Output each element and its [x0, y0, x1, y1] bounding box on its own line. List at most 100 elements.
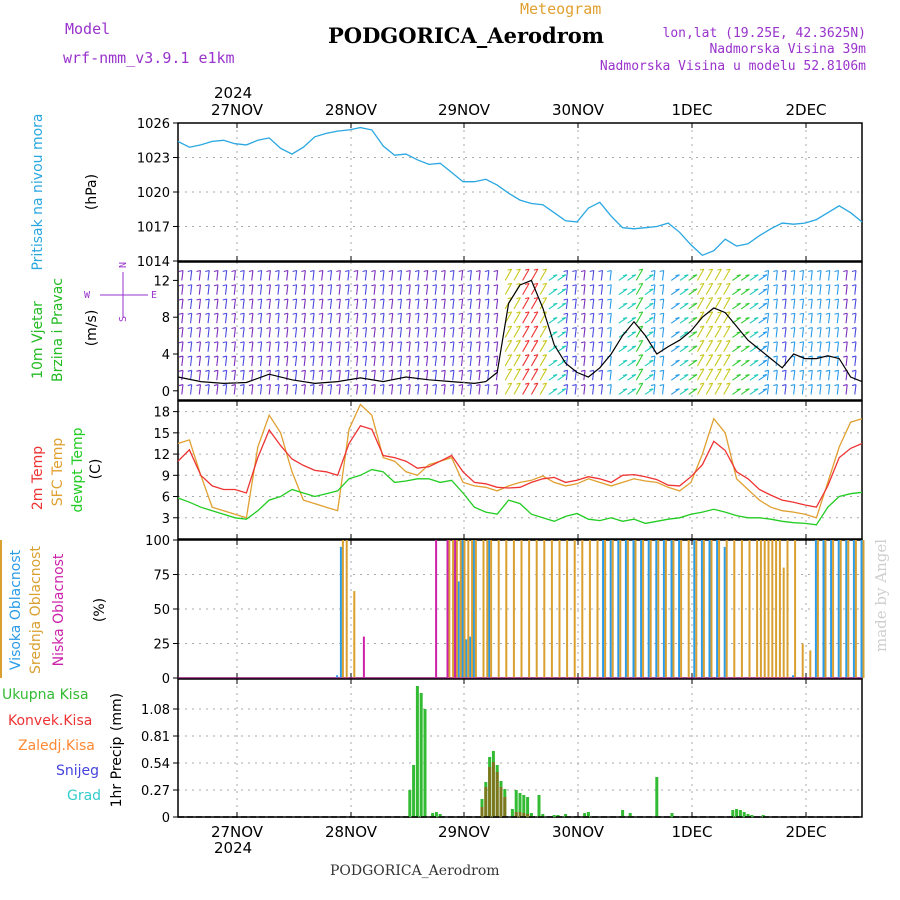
- wind-barb-tip: [552, 288, 558, 291]
- wind-barb-tip: [476, 384, 481, 387]
- wind-barb: [417, 298, 420, 309]
- wind-barb: [828, 384, 831, 395]
- cloud-bar: [839, 540, 842, 678]
- precip-bar: [412, 765, 416, 817]
- wind-barb: [836, 284, 840, 295]
- wind-barb: [854, 355, 857, 367]
- wind-barb-tip: [726, 339, 731, 342]
- wind-barb: [696, 297, 705, 310]
- wind-barb: [233, 270, 236, 281]
- wind-barb: [382, 355, 385, 367]
- wind-barb-tip: [659, 384, 664, 387]
- wind-barb-tip: [379, 269, 385, 273]
- wind-barb: [277, 270, 280, 281]
- 3-ytick-label: 50: [153, 603, 170, 618]
- wind-barb-tip: [292, 284, 297, 287]
- wind-barb: [635, 268, 644, 281]
- cloud-bar: [814, 540, 817, 678]
- 4-ytick-label: 1.08: [141, 703, 170, 718]
- day-label-top: 1DEC: [671, 101, 712, 119]
- wind-barb-tip: [309, 312, 315, 315]
- wind-barb: [356, 355, 359, 367]
- precip-bar: [434, 812, 438, 817]
- wind-barb-tip: [561, 288, 567, 291]
- cloud-bar: [467, 540, 470, 678]
- wind-barb: [364, 355, 368, 367]
- convective-bar: [526, 814, 530, 817]
- wind-barb-tip: [675, 345, 680, 348]
- wind-barb-tip: [493, 298, 498, 301]
- wind-barb: [347, 355, 350, 367]
- precip-bar: [556, 815, 560, 817]
- wind-barb: [828, 355, 831, 367]
- wind-barb: [732, 302, 741, 310]
- wind-barb: [714, 325, 722, 338]
- wind-barb: [548, 288, 558, 296]
- wind-barb-tip: [266, 269, 271, 273]
- wind-barb-tip: [563, 384, 568, 387]
- wind-barb-tip: [692, 316, 698, 320]
- wind-barb-tip: [659, 355, 664, 358]
- wind-barb: [696, 368, 705, 381]
- wind-barb-tip: [799, 384, 804, 387]
- wind-barb: [382, 313, 385, 324]
- wind-barb: [338, 384, 341, 395]
- wind-barb-tip: [327, 269, 332, 273]
- wind-barb-tip: [717, 339, 722, 342]
- 2-ytick-label: 12: [153, 448, 170, 463]
- wind-barb: [189, 355, 193, 367]
- high-cloud-ylabel: Visoka Oblacnost: [8, 549, 24, 670]
- wind-barb: [530, 340, 539, 352]
- precip-bar: [552, 815, 556, 817]
- wind-barb-tip: [327, 312, 332, 315]
- wind-barb: [793, 355, 796, 367]
- wind-barb-tip: [213, 269, 219, 273]
- wind-barb-tip: [467, 369, 472, 372]
- wind-barb-tip: [622, 359, 628, 362]
- wind-barb-tip: [371, 384, 376, 387]
- wind-barb: [679, 302, 689, 310]
- wind-barb-tip: [441, 384, 446, 387]
- wind-barb: [478, 284, 481, 295]
- model-name: wrf-nmm_v3.9.1 e1km: [63, 49, 235, 67]
- wind-barb-tip: [675, 388, 680, 391]
- precip-bar: [583, 813, 587, 817]
- wind-barb-tip: [726, 368, 731, 371]
- wind-barb: [329, 327, 333, 338]
- wind-barb: [784, 384, 787, 395]
- wind-barb-tip: [441, 269, 446, 273]
- wind-barb: [460, 284, 464, 295]
- compass-n: N: [118, 262, 129, 268]
- day-label-bottom: 29NOV: [438, 823, 491, 841]
- wind-barb: [836, 341, 840, 352]
- precip-bar: [408, 790, 412, 817]
- wind-barb-tip: [699, 282, 705, 285]
- wind-barb-tip: [524, 311, 530, 314]
- wind-barb: [688, 302, 698, 310]
- wind-barb-tip: [371, 298, 376, 301]
- wind-barb-tip: [684, 316, 689, 320]
- wind-barb: [268, 384, 271, 395]
- wind-barb: [810, 384, 813, 395]
- wind-barb: [399, 341, 403, 352]
- wind-barb: [321, 284, 324, 295]
- wind-barb-tip: [834, 369, 839, 372]
- wind-barb-tip: [362, 384, 367, 387]
- wind-barb-tip: [344, 369, 350, 372]
- wind-barb-tip: [309, 369, 315, 372]
- wind-barb: [356, 327, 359, 338]
- wind-barb-tip: [762, 302, 768, 305]
- wind-barb: [732, 345, 741, 353]
- day-label-bottom: 27NOV: [211, 823, 264, 841]
- wind-barb: [399, 384, 403, 395]
- wind-barb: [286, 270, 289, 281]
- wind-barb-tip: [240, 341, 245, 344]
- wind-ytick-label: 0: [162, 385, 170, 400]
- wind-barb: [522, 382, 530, 395]
- wind-barb-tip: [318, 355, 323, 358]
- wind-barb: [259, 327, 263, 338]
- wind-barb-tip: [708, 325, 713, 328]
- wind-barb-tip: [808, 284, 813, 287]
- wind-barb: [766, 298, 770, 309]
- wind-barb: [391, 341, 394, 352]
